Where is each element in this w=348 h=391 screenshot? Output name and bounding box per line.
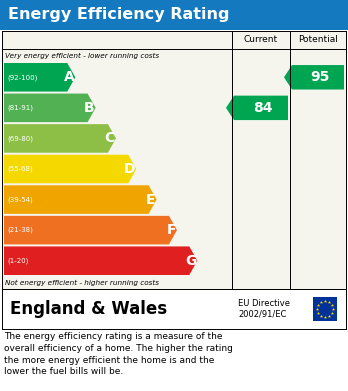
Text: Potential: Potential (298, 36, 338, 45)
Text: G: G (185, 254, 196, 268)
Polygon shape (4, 124, 116, 153)
Polygon shape (4, 155, 136, 183)
Text: 95: 95 (310, 70, 330, 84)
Polygon shape (226, 96, 288, 120)
Text: England & Wales: England & Wales (10, 300, 167, 318)
Polygon shape (284, 65, 344, 90)
Text: A: A (64, 70, 74, 84)
Polygon shape (4, 93, 96, 122)
Text: 84: 84 (253, 101, 273, 115)
Bar (0, 0, 348, 30)
Text: The energy efficiency rating is a measure of the
overall efficiency of a home. T: The energy efficiency rating is a measur… (4, 332, 233, 377)
Text: Not energy efficient - higher running costs: Not energy efficient - higher running co… (5, 280, 159, 285)
Text: B: B (84, 101, 95, 115)
Text: (1-20): (1-20) (7, 257, 29, 264)
Polygon shape (4, 246, 197, 275)
Text: EU Directive: EU Directive (238, 300, 290, 308)
Polygon shape (4, 216, 177, 244)
Text: Energy Efficiency Rating: Energy Efficiency Rating (8, 7, 229, 23)
Text: (69-80): (69-80) (7, 135, 33, 142)
Text: C: C (105, 131, 115, 145)
Text: F: F (166, 223, 176, 237)
Text: D: D (124, 162, 135, 176)
Text: (21-38): (21-38) (7, 227, 33, 233)
Text: (81-91): (81-91) (7, 105, 33, 111)
Bar (2, 31, 346, 289)
Text: 2002/91/EC: 2002/91/EC (238, 310, 286, 319)
Text: (39-54): (39-54) (7, 196, 33, 203)
Bar (313, 297, 337, 321)
Bar (2, 289, 346, 329)
Text: (55-68): (55-68) (7, 166, 33, 172)
Text: (92-100): (92-100) (7, 74, 37, 81)
Text: Very energy efficient - lower running costs: Very energy efficient - lower running co… (5, 52, 159, 59)
Polygon shape (4, 185, 157, 214)
Text: Current: Current (244, 36, 278, 45)
Polygon shape (4, 63, 75, 91)
Text: E: E (146, 193, 156, 206)
